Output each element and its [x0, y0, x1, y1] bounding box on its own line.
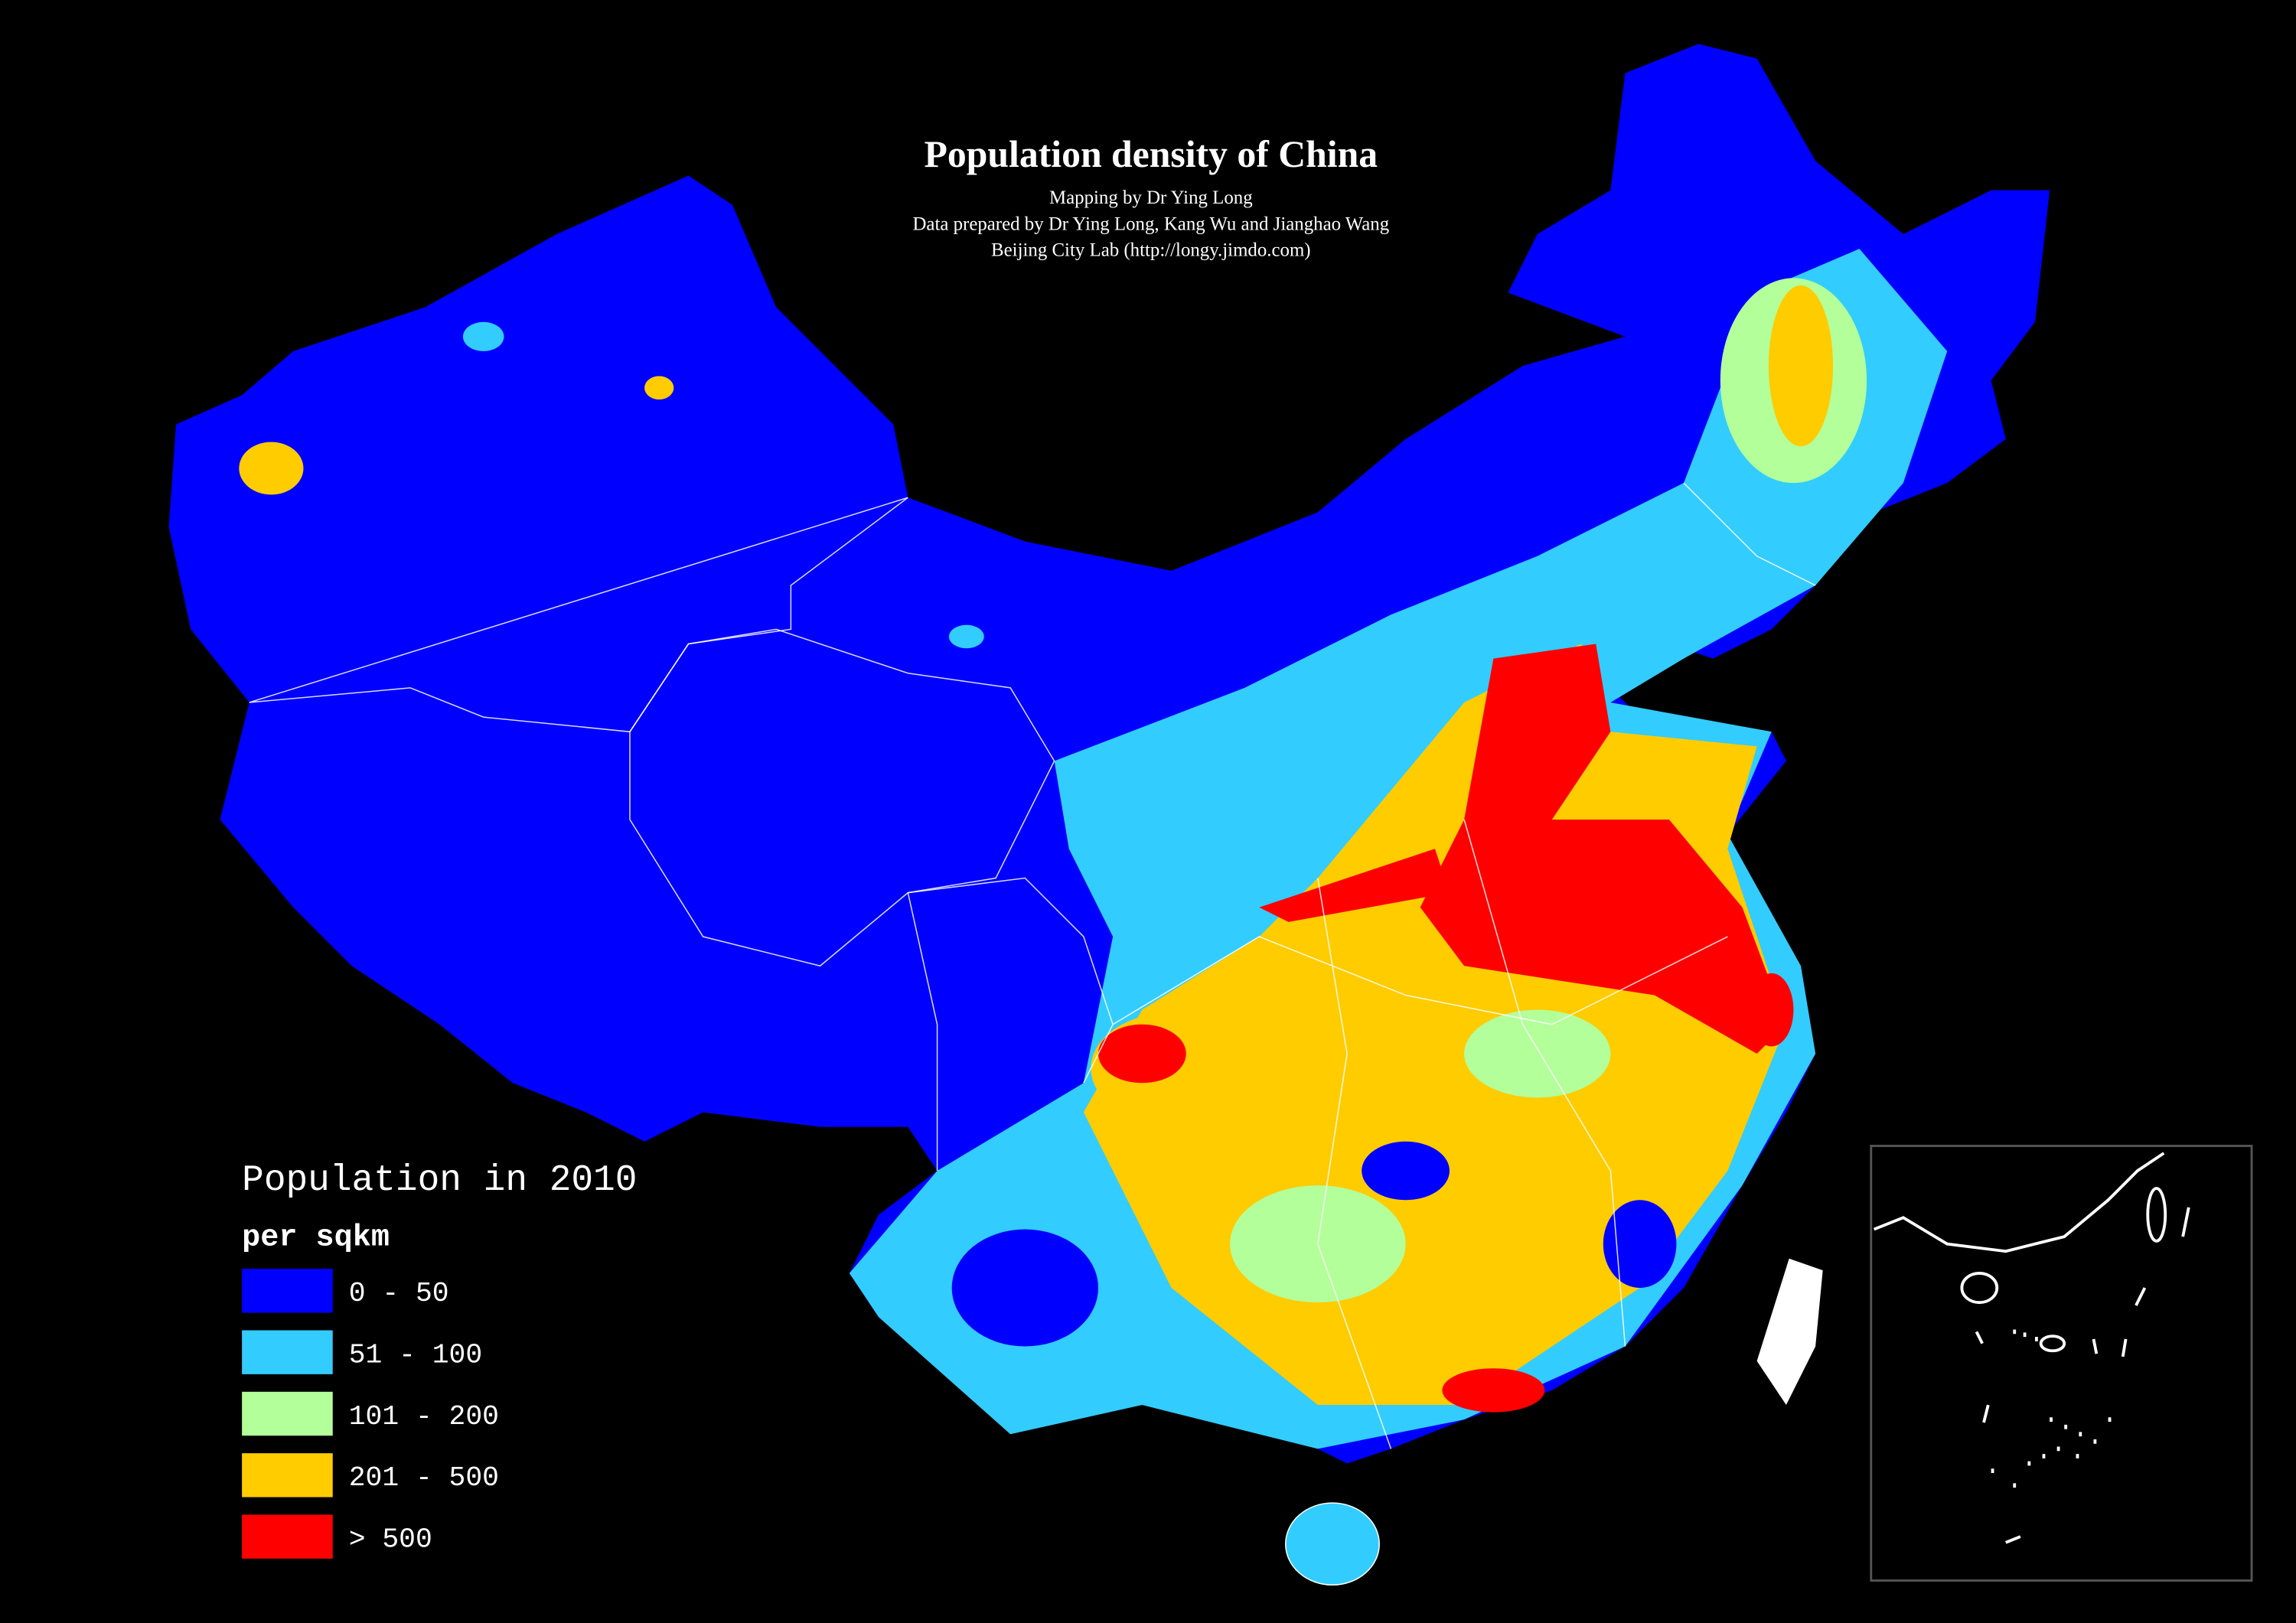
inset-island — [1960, 1271, 1999, 1305]
legend-label: > 500 — [349, 1524, 432, 1556]
density-patch — [1362, 1141, 1450, 1201]
legend-swatch — [242, 1453, 333, 1498]
credit: Mapping by Dr Ying Long — [1049, 187, 1253, 208]
density-patch — [239, 442, 304, 495]
legend-swatch — [242, 1269, 333, 1313]
inset-islets — [1991, 1329, 2112, 1488]
province-border — [1463, 819, 1626, 1347]
density-patch — [948, 624, 984, 649]
legend-swatch — [242, 1330, 333, 1374]
density-patch — [1259, 849, 1450, 922]
legend-title: Population in 2010 — [242, 1160, 637, 1201]
legend: Population in 2010 per sqkm 0 - 50 51 - 1… — [242, 1160, 637, 1559]
legend-swatch — [242, 1514, 333, 1559]
inset-frame — [1870, 1145, 2253, 1582]
density-patch — [1420, 644, 1786, 1054]
density-patch — [1603, 1200, 1677, 1289]
title: Population density of China — [925, 133, 1378, 175]
province-border — [1317, 878, 1392, 1449]
density-patch — [1097, 1024, 1186, 1084]
legend-label: 0 - 50 — [349, 1278, 449, 1309]
province-border — [629, 628, 1055, 967]
inset-island — [2146, 1187, 2167, 1243]
legend-unit: per sqkm — [242, 1221, 390, 1256]
density-patch — [462, 321, 504, 352]
density-patch — [1768, 285, 1834, 447]
credit: Data prepared by Dr Ying Long, Kang Wu a… — [912, 213, 1389, 234]
legend-swatch — [242, 1391, 333, 1436]
density-patch — [951, 1229, 1098, 1347]
credit: Beijing City Lab (http://longy.jimdo.com… — [991, 240, 1311, 261]
hainan — [1285, 1502, 1380, 1586]
inset-island — [2039, 1335, 2066, 1353]
density-patch — [644, 376, 674, 400]
taiwan — [1756, 1258, 1823, 1406]
legend-label: 51 - 100 — [349, 1340, 482, 1371]
inset-reef — [1975, 1207, 2190, 1544]
inset — [1870, 1145, 2253, 1582]
province-border — [1683, 482, 1816, 586]
density-patch — [1750, 973, 1794, 1047]
density-patch — [1464, 1009, 1611, 1098]
mainland — [168, 44, 2050, 1586]
inset-coast — [1873, 1152, 2165, 1253]
legend-label: 101 - 200 — [349, 1401, 499, 1432]
legend-label: 201 - 500 — [349, 1462, 499, 1494]
province-border — [1112, 936, 1728, 1025]
density-patch — [1442, 1368, 1545, 1413]
